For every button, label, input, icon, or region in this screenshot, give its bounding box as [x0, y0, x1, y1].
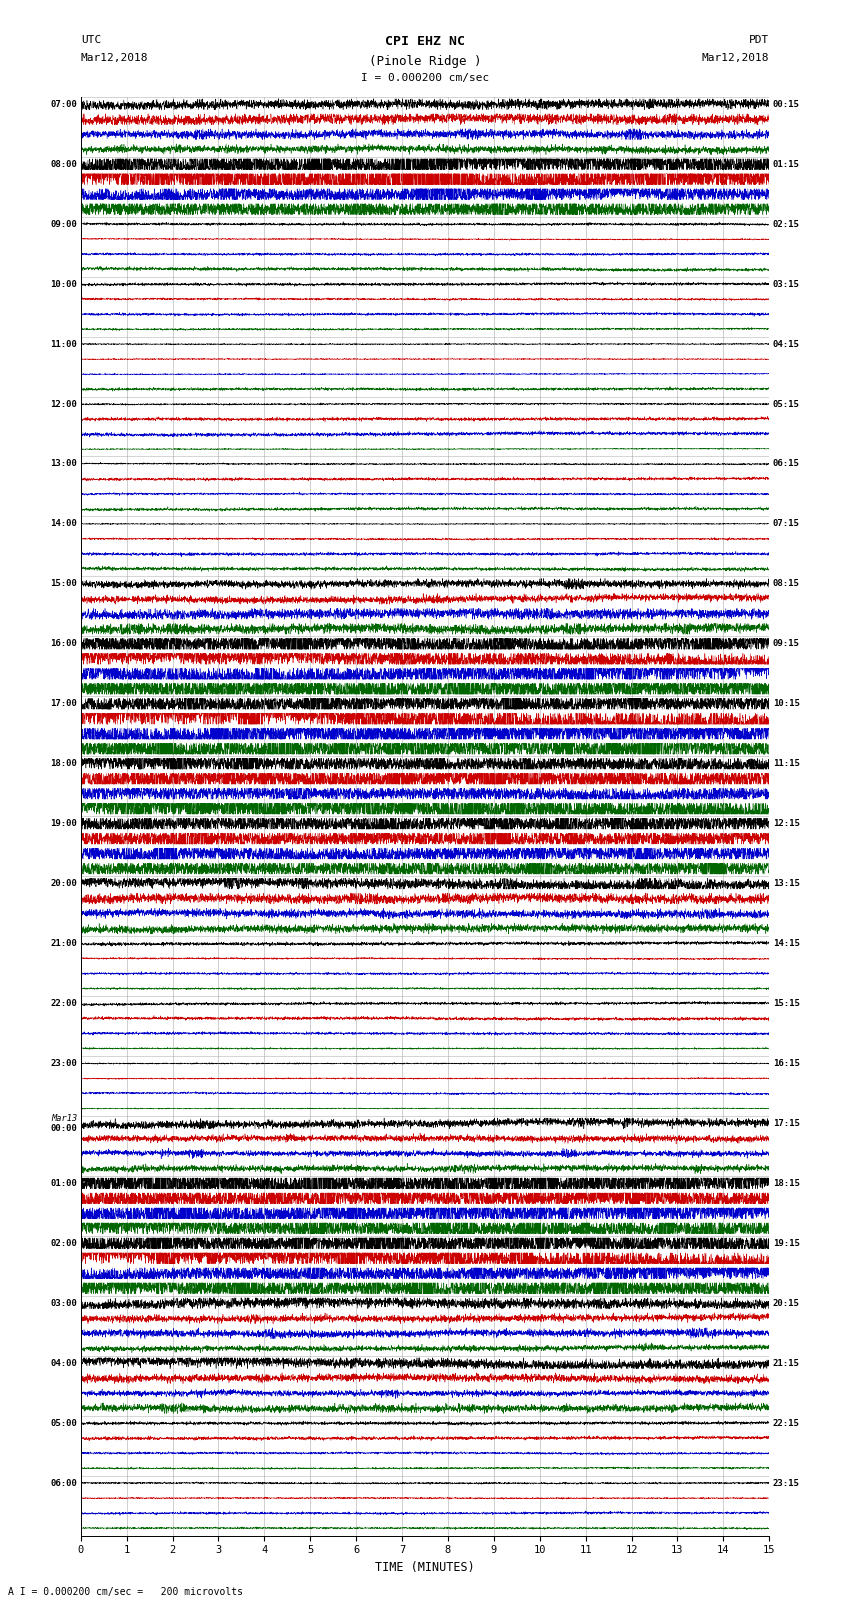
- Text: A I = 0.000200 cm/sec =   200 microvolts: A I = 0.000200 cm/sec = 200 microvolts: [8, 1587, 243, 1597]
- Text: 06:00: 06:00: [50, 1479, 77, 1487]
- Text: 23:15: 23:15: [773, 1479, 800, 1487]
- Text: 02:00: 02:00: [50, 1239, 77, 1248]
- Text: 17:15: 17:15: [773, 1119, 800, 1127]
- Text: 11:15: 11:15: [773, 760, 800, 768]
- Text: 08:15: 08:15: [773, 579, 800, 589]
- Text: 00:00: 00:00: [50, 1124, 77, 1134]
- Text: 23:00: 23:00: [50, 1060, 77, 1068]
- Text: 09:15: 09:15: [773, 639, 800, 648]
- Text: 06:15: 06:15: [773, 460, 800, 468]
- Text: 15:15: 15:15: [773, 998, 800, 1008]
- Text: 03:15: 03:15: [773, 279, 800, 289]
- Text: 13:00: 13:00: [50, 460, 77, 468]
- Text: 12:00: 12:00: [50, 400, 77, 408]
- Text: 17:00: 17:00: [50, 700, 77, 708]
- Text: 19:15: 19:15: [773, 1239, 800, 1248]
- Text: (Pinole Ridge ): (Pinole Ridge ): [369, 55, 481, 68]
- Text: 13:15: 13:15: [773, 879, 800, 889]
- Text: CPI EHZ NC: CPI EHZ NC: [385, 35, 465, 48]
- Text: 08:00: 08:00: [50, 160, 77, 169]
- Text: 01:00: 01:00: [50, 1179, 77, 1187]
- Text: 03:00: 03:00: [50, 1298, 77, 1308]
- Text: 07:15: 07:15: [773, 519, 800, 529]
- Text: 05:00: 05:00: [50, 1419, 77, 1428]
- Text: 09:00: 09:00: [50, 219, 77, 229]
- Text: 00:15: 00:15: [773, 100, 800, 108]
- Text: Mar12,2018: Mar12,2018: [81, 53, 148, 63]
- Text: 16:15: 16:15: [773, 1060, 800, 1068]
- Text: 22:15: 22:15: [773, 1419, 800, 1428]
- Text: 15:00: 15:00: [50, 579, 77, 589]
- Text: 20:15: 20:15: [773, 1298, 800, 1308]
- X-axis label: TIME (MINUTES): TIME (MINUTES): [375, 1561, 475, 1574]
- Text: 01:15: 01:15: [773, 160, 800, 169]
- Text: 07:00: 07:00: [50, 100, 77, 108]
- Text: 10:00: 10:00: [50, 279, 77, 289]
- Text: 18:00: 18:00: [50, 760, 77, 768]
- Text: PDT: PDT: [749, 35, 769, 45]
- Text: I = 0.000200 cm/sec: I = 0.000200 cm/sec: [361, 73, 489, 82]
- Text: 10:15: 10:15: [773, 700, 800, 708]
- Text: 04:15: 04:15: [773, 340, 800, 348]
- Text: 04:00: 04:00: [50, 1358, 77, 1368]
- Text: Mar12,2018: Mar12,2018: [702, 53, 769, 63]
- Text: 02:15: 02:15: [773, 219, 800, 229]
- Text: 11:00: 11:00: [50, 340, 77, 348]
- Text: 18:15: 18:15: [773, 1179, 800, 1187]
- Text: 19:00: 19:00: [50, 819, 77, 827]
- Text: 21:00: 21:00: [50, 939, 77, 948]
- Text: 12:15: 12:15: [773, 819, 800, 827]
- Text: 14:00: 14:00: [50, 519, 77, 529]
- Text: UTC: UTC: [81, 35, 101, 45]
- Text: Mar13: Mar13: [51, 1113, 77, 1123]
- Text: 14:15: 14:15: [773, 939, 800, 948]
- Text: 21:15: 21:15: [773, 1358, 800, 1368]
- Text: 05:15: 05:15: [773, 400, 800, 408]
- Text: 22:00: 22:00: [50, 998, 77, 1008]
- Text: 20:00: 20:00: [50, 879, 77, 889]
- Text: 16:00: 16:00: [50, 639, 77, 648]
